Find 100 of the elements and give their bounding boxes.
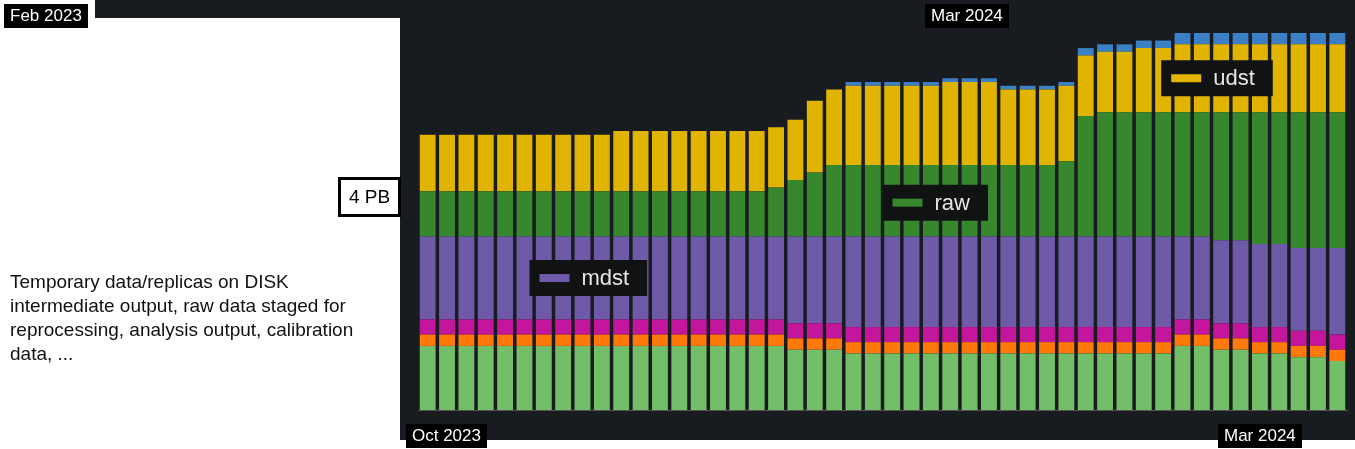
bar [1213, 112, 1230, 241]
bar [555, 334, 572, 346]
bar [671, 319, 688, 335]
bar [1290, 330, 1307, 346]
bar [845, 85, 862, 165]
bar [1135, 342, 1152, 354]
bar [1329, 360, 1346, 410]
bar [864, 236, 881, 328]
bar [806, 349, 823, 410]
bar [826, 164, 843, 237]
bar [632, 191, 649, 237]
bar [1135, 48, 1152, 113]
bar [1271, 112, 1288, 245]
bar [729, 345, 746, 410]
bar [1155, 353, 1172, 410]
bar [806, 100, 823, 173]
bar [477, 345, 494, 410]
bar [710, 236, 726, 320]
bar [1097, 44, 1114, 52]
bar [981, 327, 997, 343]
bar [1019, 89, 1036, 165]
bar [729, 236, 746, 320]
bar [1019, 342, 1036, 354]
bar [903, 82, 920, 86]
bar [961, 78, 978, 83]
text: 4 PB [338, 177, 402, 217]
bar [516, 319, 533, 335]
bar [1232, 338, 1249, 350]
bar [922, 353, 939, 410]
bar [690, 236, 707, 320]
bar [1116, 51, 1133, 113]
bar [1290, 357, 1307, 410]
bar [961, 353, 978, 410]
bar [1329, 33, 1346, 45]
bar [535, 345, 552, 410]
bar [1174, 236, 1191, 320]
bar [516, 134, 533, 192]
bar [1174, 319, 1191, 335]
bar [942, 353, 959, 410]
bar [1116, 112, 1133, 237]
bar [903, 353, 920, 410]
bar [942, 342, 959, 354]
bar [1251, 244, 1268, 328]
bar [439, 334, 455, 346]
bar [613, 334, 630, 346]
bar [845, 327, 862, 343]
bar [1039, 353, 1055, 410]
bar [903, 327, 920, 343]
bar [981, 82, 997, 165]
bar [613, 345, 630, 410]
bar [555, 345, 572, 410]
bar [826, 338, 843, 350]
bar [1097, 342, 1114, 354]
bar [1058, 82, 1075, 86]
bar [458, 334, 475, 346]
bar [535, 191, 552, 237]
bar [458, 319, 475, 335]
bar [1271, 353, 1288, 410]
bar [1097, 51, 1114, 113]
bar [1232, 349, 1249, 410]
bar [768, 127, 784, 188]
bar [922, 236, 939, 328]
bar [806, 338, 823, 350]
bar [748, 191, 765, 237]
bar [1251, 353, 1268, 410]
bar [845, 353, 862, 410]
bar [516, 345, 533, 410]
bar [1251, 327, 1268, 343]
bar [690, 131, 707, 192]
bar [690, 345, 707, 410]
bar [1174, 112, 1191, 237]
bar [845, 342, 862, 354]
bar [961, 236, 978, 328]
bar [729, 131, 746, 192]
bar [729, 334, 746, 346]
bar [671, 236, 688, 320]
bar [574, 191, 591, 237]
bar [497, 236, 514, 320]
bar [787, 338, 804, 350]
bar [1000, 353, 1017, 410]
bar [884, 327, 901, 343]
bar [1000, 164, 1017, 237]
bar [1290, 112, 1307, 248]
bar [864, 164, 881, 237]
bar [826, 323, 843, 339]
bar [535, 134, 552, 192]
bar [845, 236, 862, 328]
bar [787, 236, 804, 324]
bar [1077, 236, 1094, 328]
bar [1290, 345, 1307, 358]
bar [1058, 161, 1075, 237]
bar [1155, 40, 1172, 49]
bar [787, 349, 804, 410]
legend-label: mdst [581, 265, 630, 291]
bar [1329, 112, 1346, 248]
bar [1155, 342, 1172, 354]
bar [651, 131, 668, 192]
bar [458, 345, 475, 410]
bar [710, 319, 726, 335]
bar [1174, 33, 1191, 45]
